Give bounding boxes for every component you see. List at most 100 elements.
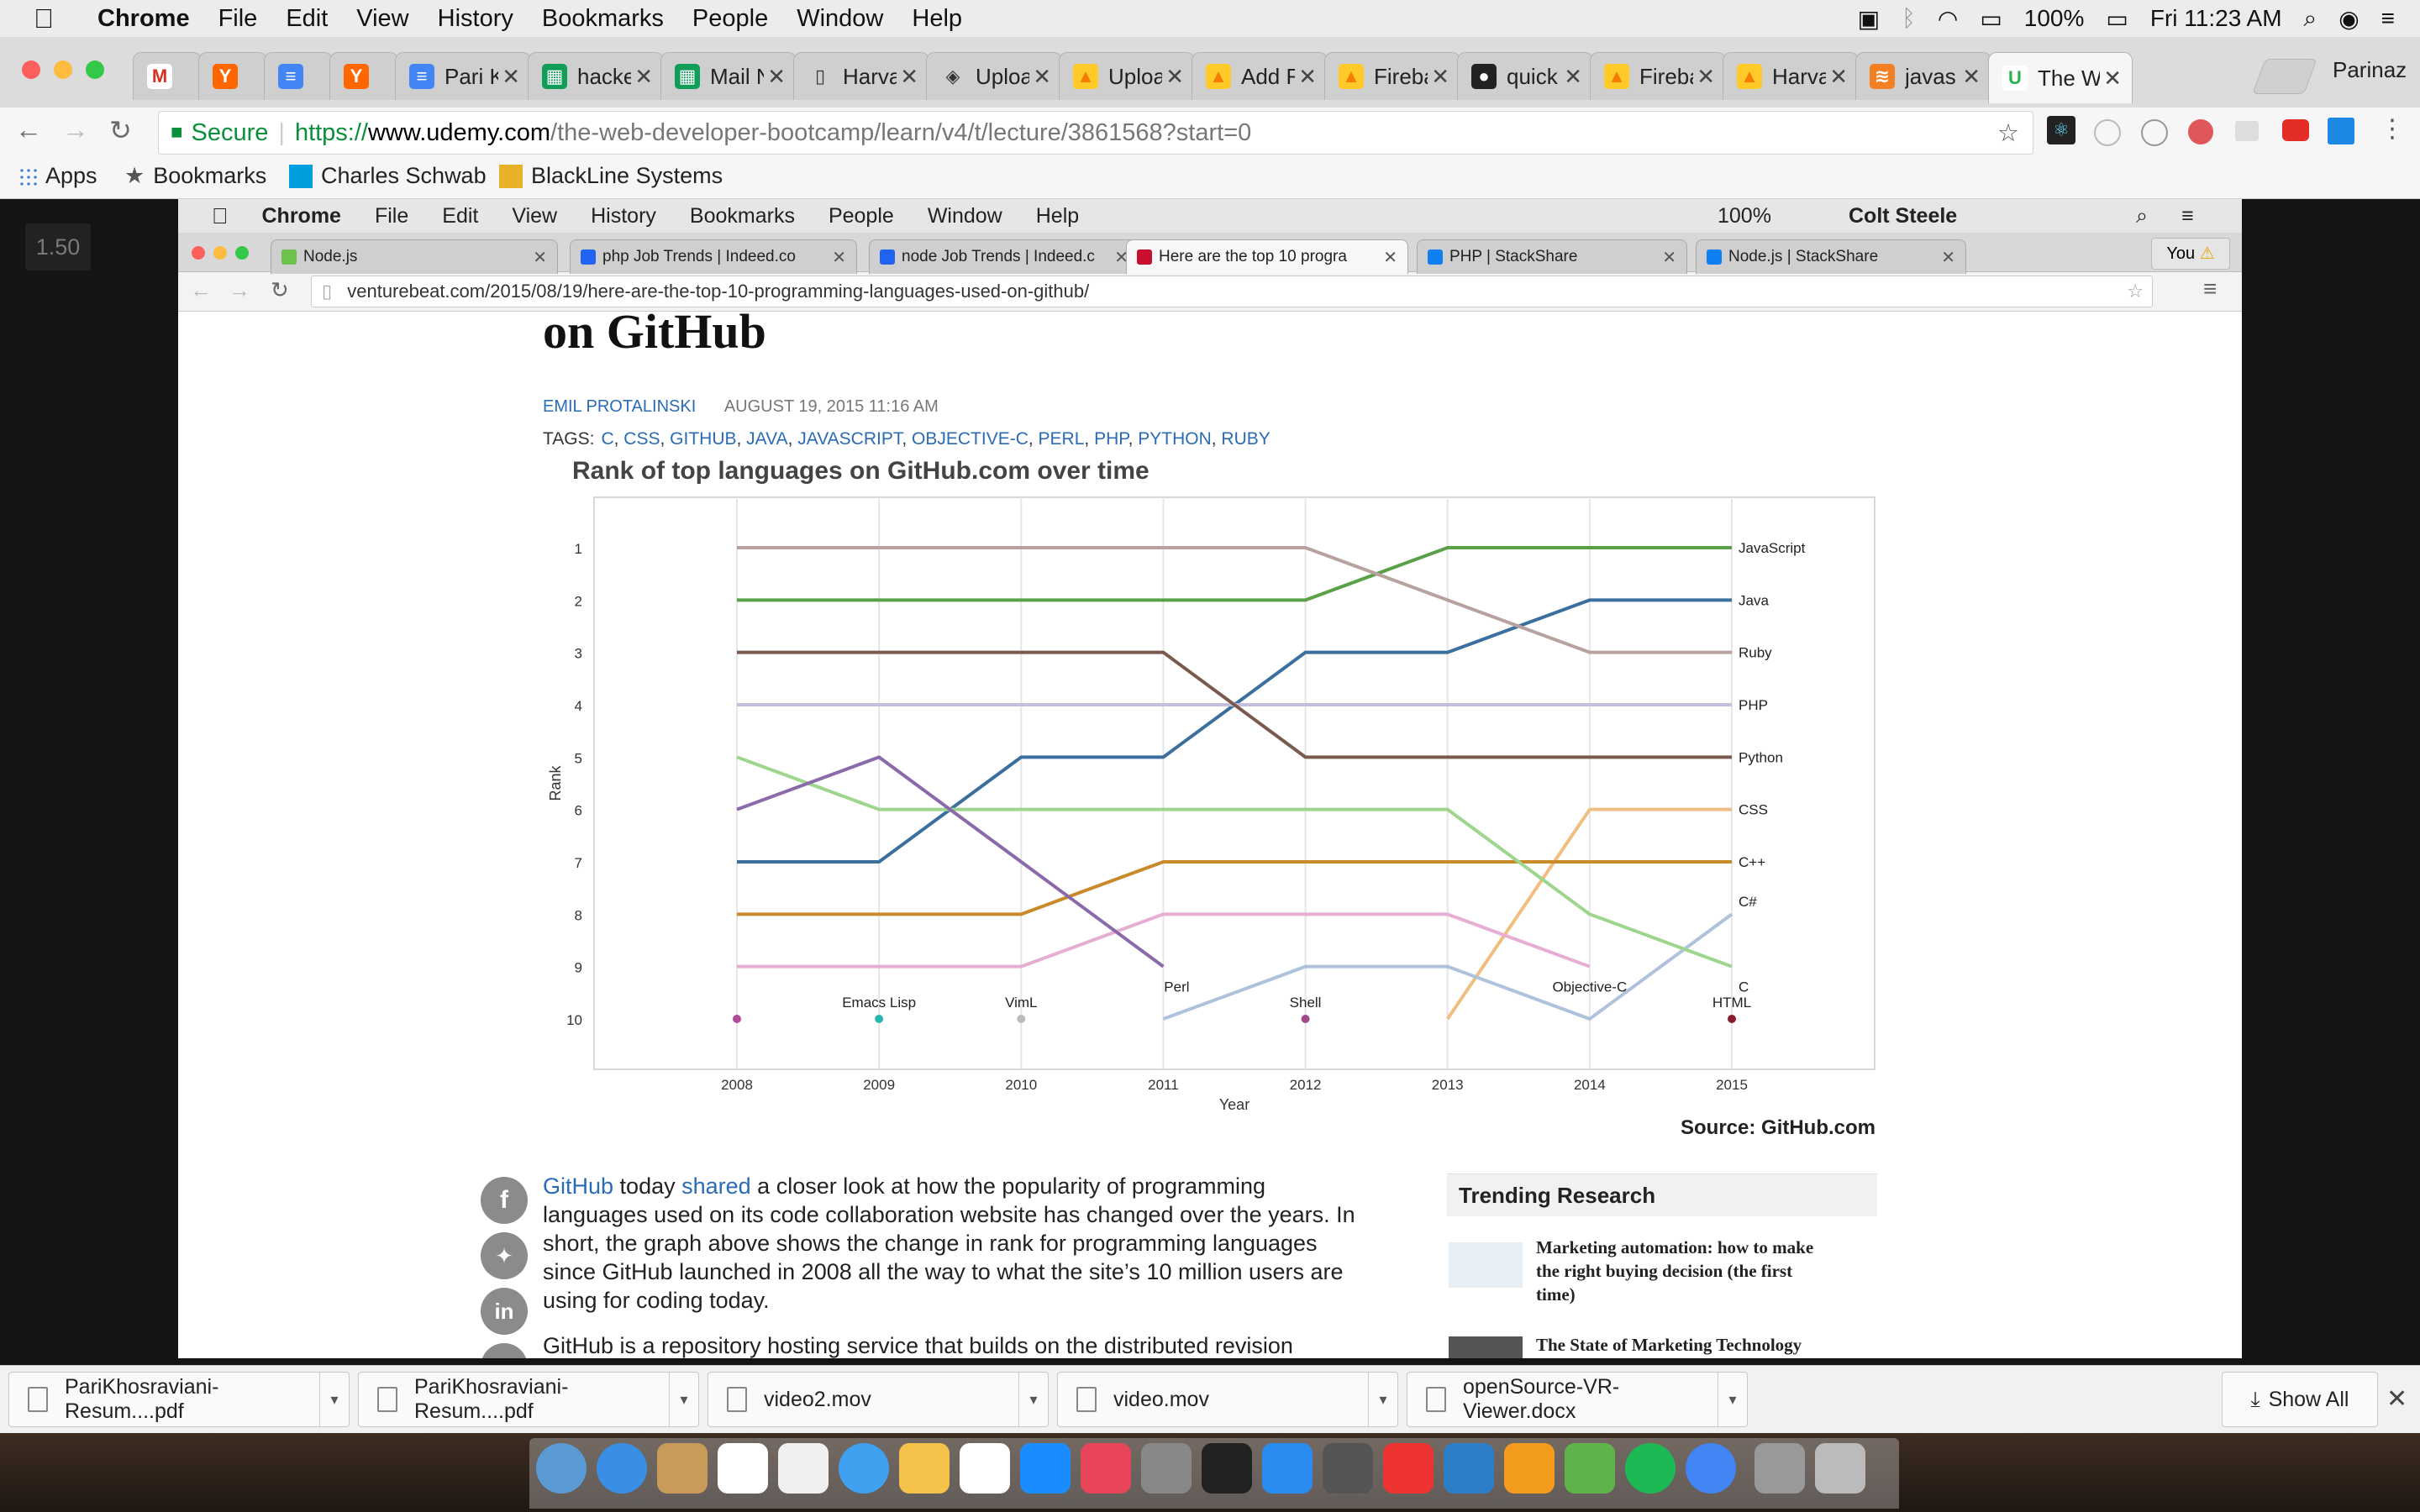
tab-16[interactable]: ≋ javas ✕ (1855, 52, 1991, 100)
tab-close-icon[interactable]: ✕ (1431, 63, 1449, 89)
tab-5[interactable]: ≡ Pari K ✕ (395, 52, 531, 100)
back-icon[interactable]: ← (15, 114, 42, 144)
messages-icon[interactable] (839, 1443, 889, 1494)
chrome-icon[interactable] (1686, 1443, 1736, 1494)
address-bar[interactable]: ■ Secure | https:// www.udemy.com /the-w… (158, 111, 2033, 155)
bookmark-bookmarks[interactable]: ★ Bookmarks (124, 163, 266, 189)
tab-close-icon[interactable]: ✕ (2103, 65, 2122, 91)
finder-icon[interactable] (536, 1443, 587, 1494)
tab-2[interactable]: Y (198, 52, 267, 100)
tab-close-icon[interactable]: ✕ (1298, 63, 1317, 89)
download-menu-4[interactable]: ▾ (1368, 1373, 1397, 1426)
download-menu-1[interactable]: ▾ (319, 1373, 349, 1426)
wifi-icon[interactable]: ◠ (1937, 5, 1959, 32)
apple-icon[interactable]:  (34, 3, 54, 34)
evernote-icon[interactable] (1565, 1443, 1615, 1494)
pages-icon[interactable] (899, 1443, 950, 1494)
download-item-5[interactable]: openSource-VR-Viewer.docx ▾ (1407, 1372, 1748, 1427)
tab-close-icon[interactable]: ✕ (767, 63, 786, 89)
numbers-icon[interactable] (960, 1443, 1010, 1494)
chrome-menu-icon[interactable]: ⋮ (2380, 115, 2405, 143)
tab-12[interactable]: ▲ Fireba✕ (1324, 52, 1460, 100)
download-menu-5[interactable]: ▾ (1718, 1373, 1747, 1426)
zoom-window-button[interactable] (86, 60, 104, 79)
tab-close-icon[interactable]: ✕ (1033, 63, 1051, 89)
show-all-downloads-button[interactable]: ⤓ Show All (2222, 1372, 2378, 1427)
evernote-icon[interactable]: ▣ (1857, 5, 1881, 32)
profile-name[interactable]: Parinaz (2333, 57, 2407, 82)
tab-8[interactable]: ▯ Harva ✕ (793, 52, 929, 100)
safari-icon[interactable] (597, 1443, 647, 1494)
tab-13[interactable]: ● quick ✕ (1457, 52, 1593, 100)
tab-15[interactable]: ▲ Harva ✕ (1723, 52, 1859, 100)
tab-1[interactable]: M (133, 52, 202, 100)
sublime-text-icon[interactable] (1504, 1443, 1555, 1494)
tab-14[interactable]: ▲ Fireba✕ (1590, 52, 1726, 100)
forward-icon[interactable]: → (62, 114, 89, 144)
tab-close-icon[interactable]: ✕ (502, 63, 520, 89)
slack-icon[interactable] (1383, 1443, 1434, 1494)
menu-app-name[interactable]: Chrome (77, 4, 190, 32)
documents-icon[interactable] (1754, 1443, 1805, 1494)
lecture-video-frame[interactable]:  Chrome File Edit View History Bookmark… (178, 199, 2242, 1358)
battery-icon[interactable]: ▭ (2106, 5, 2128, 32)
tab-4[interactable]: Y (329, 52, 398, 100)
bookmark-apps[interactable]: Apps (18, 163, 97, 189)
download-item-2[interactable]: PariKhosraviani-Resum....pdf ▾ (358, 1372, 699, 1427)
trash-icon[interactable] (1815, 1443, 1865, 1494)
tab-close-icon[interactable]: ✕ (1829, 63, 1848, 89)
preview-icon[interactable] (1444, 1443, 1494, 1494)
close-window-button[interactable] (22, 60, 40, 79)
menu-history[interactable]: History (417, 4, 513, 32)
contacts-icon[interactable] (657, 1443, 708, 1494)
tab-3[interactable]: ≡ (264, 52, 333, 100)
tab-close-icon[interactable]: ✕ (900, 63, 918, 89)
clock[interactable]: Fri 11:23 AM (2149, 5, 2282, 31)
keynote-icon[interactable] (1020, 1443, 1071, 1494)
tab-9[interactable]: ◈ Uploa ✕ (926, 52, 1062, 100)
download-menu-2[interactable]: ▾ (669, 1373, 698, 1426)
extension-icon-5[interactable] (2328, 118, 2354, 144)
menu-window[interactable]: Window (776, 4, 883, 32)
tab-close-icon[interactable]: ✕ (634, 63, 653, 89)
terminal-icon[interactable] (1202, 1443, 1252, 1494)
menu-edit[interactable]: Edit (266, 4, 328, 32)
menu-file[interactable]: File (197, 4, 258, 32)
youtube-extension-icon[interactable] (2282, 119, 2309, 141)
reload-icon[interactable]: ↻ (109, 115, 132, 145)
printer-icon[interactable] (1323, 1443, 1373, 1494)
menu-bookmarks[interactable]: Bookmarks (521, 4, 664, 32)
bookmark-charles-schwab[interactable]: Charles Schwab (289, 163, 487, 189)
extension-icon-3[interactable] (2188, 119, 2213, 144)
bookmark-blackline[interactable]: BlackLine Systems (499, 163, 723, 189)
minimize-window-button[interactable] (54, 60, 72, 79)
xcode-icon[interactable] (1262, 1443, 1313, 1494)
close-shelf-icon[interactable]: ✕ (2386, 1385, 2408, 1413)
tab-10[interactable]: ▲ Uploa ✕ (1059, 52, 1195, 100)
itunes-icon[interactable] (1081, 1443, 1131, 1494)
bluetooth-icon[interactable]: ᛒ (1902, 5, 1916, 31)
tab-close-icon[interactable]: ✕ (1962, 63, 1981, 89)
extension-icon-1[interactable] (2094, 119, 2121, 146)
download-menu-3[interactable]: ▾ (1018, 1373, 1048, 1426)
tab-close-icon[interactable]: ✕ (1697, 63, 1715, 89)
airplay-icon[interactable]: ▭ (1980, 5, 2002, 32)
tab-17[interactable]: U The W ✕ (1988, 52, 2133, 103)
download-item-4[interactable]: video.mov ▾ (1057, 1372, 1398, 1427)
notification-center-icon[interactable]: ≡ (2381, 5, 2395, 31)
download-item-1[interactable]: PariKhosraviani-Resum....pdf ▾ (8, 1372, 350, 1427)
tab-11[interactable]: ▲ Add F ✕ (1192, 52, 1328, 100)
siri-icon[interactable]: ◉ (2338, 5, 2360, 32)
react-devtools-icon[interactable]: ⚛ (2047, 116, 2075, 144)
playback-speed-indicator[interactable]: 1.50 (25, 223, 91, 270)
tab-7[interactable]: ▦ Mail N✕ (660, 52, 797, 100)
menu-view[interactable]: View (336, 4, 408, 32)
extension-icon-2[interactable] (2141, 119, 2168, 146)
tab-6[interactable]: ▦ hacke ✕ (528, 52, 664, 100)
utilities-icon[interactable] (1141, 1443, 1192, 1494)
menu-help[interactable]: Help (892, 4, 962, 32)
tab-close-icon[interactable]: ✕ (1564, 63, 1582, 89)
bookmark-star-icon[interactable]: ☆ (1997, 119, 2019, 147)
menu-people[interactable]: People (671, 4, 768, 32)
reminders-icon[interactable] (778, 1443, 829, 1494)
